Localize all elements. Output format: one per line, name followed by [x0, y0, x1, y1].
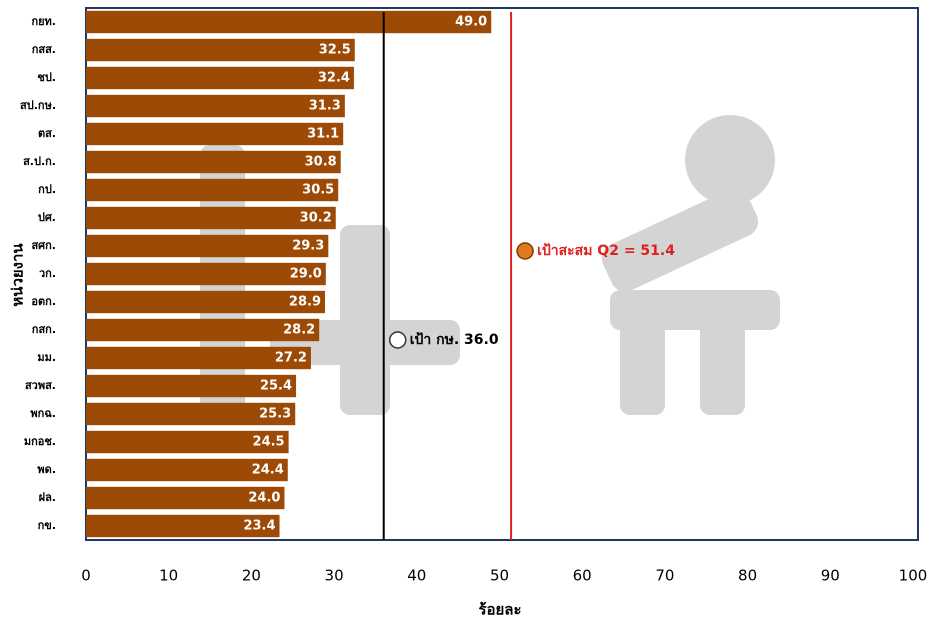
bar: [86, 178, 339, 202]
value-label: 31.1: [307, 127, 339, 142]
value-label: 32.5: [319, 43, 351, 58]
y-tick-label: สศก.: [31, 239, 56, 252]
bar: [86, 458, 288, 482]
value-label: 29.3: [292, 239, 324, 254]
y-tick-label: กข.: [38, 519, 56, 532]
value-label: 30.2: [300, 211, 332, 226]
value-label: 32.4: [318, 71, 350, 86]
x-tick-label: 70: [655, 567, 674, 585]
y-tick-label: กสก.: [32, 323, 56, 336]
value-label: 30.8: [305, 155, 337, 170]
value-label: 49.0: [455, 15, 487, 30]
bar: [86, 150, 341, 174]
y-tick-label: ชป.: [37, 71, 56, 84]
value-label: 25.4: [260, 379, 292, 394]
y-tick-label: กยท.: [31, 15, 56, 28]
x-tick-label: 90: [821, 567, 840, 585]
y-tick-label: มกอช.: [24, 435, 56, 448]
x-tick-label: 10: [159, 567, 178, 585]
value-label: 28.9: [289, 295, 321, 310]
value-label: 24.5: [253, 435, 285, 450]
y-tick-label: ฝล.: [39, 491, 56, 504]
bar: [86, 430, 289, 454]
bar: [86, 10, 492, 34]
value-label: 30.5: [302, 183, 334, 198]
bar: [86, 402, 296, 426]
y-tick-label: ส.ป.ก.: [23, 155, 56, 168]
bar: [86, 318, 320, 342]
y-tick-label: ปศ.: [38, 211, 56, 224]
x-tick-label: 40: [407, 567, 426, 585]
bar: [86, 262, 326, 286]
y-tick-label: พกฉ.: [30, 407, 56, 420]
value-label: 24.4: [252, 463, 284, 478]
value-label: 29.0: [290, 267, 322, 282]
value-label: 24.0: [248, 491, 280, 506]
y-tick-label: สป.กษ.: [20, 99, 56, 112]
bar: [86, 486, 285, 510]
y-tick-label: กป.: [38, 183, 56, 196]
bar: [86, 122, 344, 146]
bar: [86, 66, 354, 90]
y-tick-label: อตก.: [31, 295, 56, 308]
x-tick-label: 100: [899, 567, 928, 585]
y-tick-label: วก.: [39, 267, 56, 280]
bar: [86, 234, 329, 258]
bar: [86, 206, 336, 230]
x-tick-label: 80: [738, 567, 757, 585]
value-label: 23.4: [243, 519, 275, 534]
y-tick-label: มม.: [37, 351, 56, 364]
x-tick-label: 20: [242, 567, 261, 585]
x-tick-label: 30: [325, 567, 344, 585]
bar: [86, 374, 297, 398]
value-label: 27.2: [275, 351, 307, 366]
bar: [86, 38, 355, 62]
annotation-icon: [516, 242, 534, 260]
bar: [86, 346, 311, 370]
value-label: 28.2: [283, 323, 315, 338]
x-tick-label: 0: [81, 567, 91, 585]
value-label: 25.3: [259, 407, 291, 422]
annotation: เป้า กษ. 36.0: [410, 332, 499, 348]
y-axis-label: หน่วยงาน: [9, 243, 27, 307]
x-axis-label: ร้อยละ: [478, 601, 521, 619]
bar: [86, 290, 326, 314]
annotation-icon: [388, 331, 407, 349]
y-tick-label: พด.: [37, 463, 56, 476]
x-tick-label: 60: [573, 567, 592, 585]
y-tick-label: สวพส.: [25, 379, 56, 392]
value-label: 31.3: [309, 99, 341, 114]
x-tick-label: 50: [490, 567, 509, 585]
bar: [86, 94, 345, 118]
y-tick-label: ตส.: [38, 127, 56, 140]
y-tick-label: กสส.: [32, 43, 56, 56]
bar: [86, 514, 280, 538]
annotation: เป้าสะสม Q2 = 51.4: [537, 243, 675, 259]
